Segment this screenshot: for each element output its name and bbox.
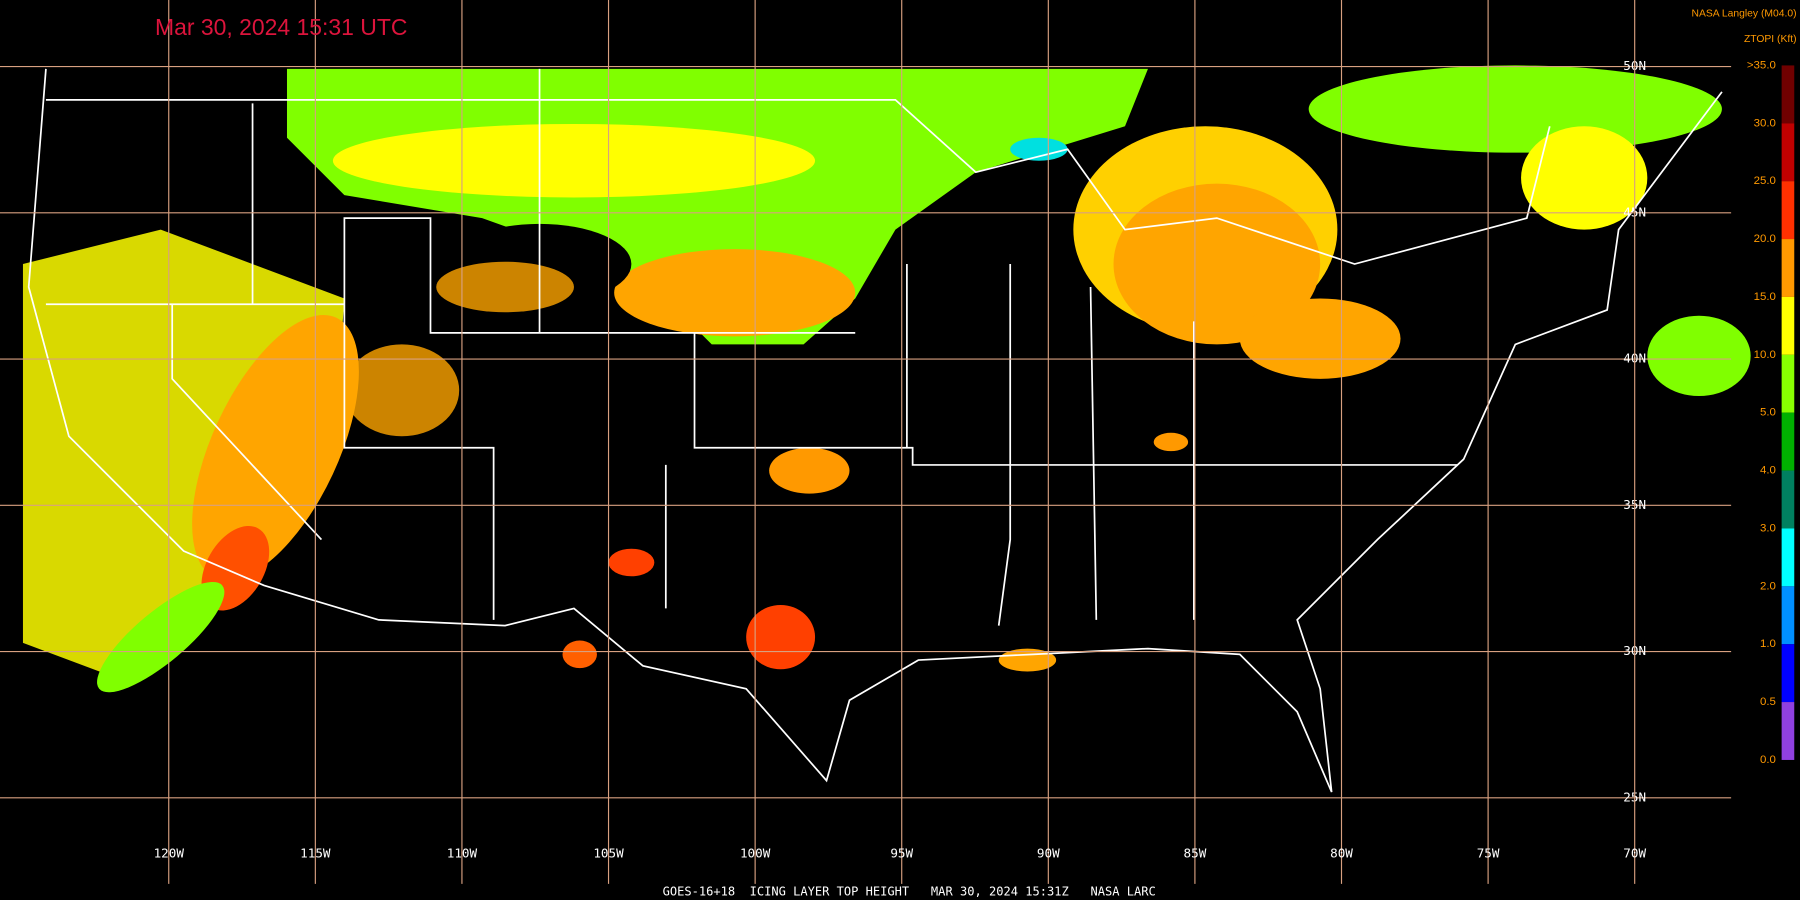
longitude-label: 70W [1623, 846, 1646, 861]
title: Mar 30, 2024 15:31 UTC [155, 14, 407, 40]
state-line [45, 68, 1458, 626]
colorbar-label: 10.0 [1754, 349, 1776, 361]
cloud-area [1521, 126, 1648, 230]
icing-field [22, 65, 1751, 693]
cloud-area [436, 261, 574, 313]
colorbar-label: 3.0 [1760, 522, 1776, 534]
colorbar-swatch [1781, 239, 1795, 297]
cloud-area [769, 447, 850, 494]
colorbar-swatch [1781, 702, 1795, 760]
source-label: NASA Langley (M04.0) [1691, 9, 1796, 20]
cloud-area [562, 640, 597, 669]
footer: GOES-16+18 ICING LAYER TOP HEIGHT MAR 30… [663, 884, 1156, 898]
colorbar-label: 2.0 [1760, 580, 1776, 592]
colorbar: >35.0 30.0 25.0 20.0 15.0 10.0 5.0 4.0 3.0 2.0 1.0… [1747, 59, 1795, 766]
colorbar-swatch [1781, 586, 1795, 645]
colorbar-swatch [1781, 354, 1795, 413]
colorbar-swatch [1781, 181, 1795, 240]
cloud-area [746, 604, 816, 670]
boundaries [27, 68, 1723, 793]
longitude-label: 120W [154, 846, 185, 861]
cloud-area [1153, 432, 1189, 452]
cloud-area [332, 123, 816, 198]
colorbar-label: 25.0 [1754, 175, 1776, 187]
longitude-label: 80W [1330, 846, 1353, 861]
colorbar-label: 20.0 [1754, 233, 1776, 245]
colorbar-label: >35.0 [1747, 59, 1776, 71]
colorbar-label: 0.0 [1760, 754, 1776, 766]
longitude-label: 100W [740, 846, 771, 861]
cloud-area [22, 229, 345, 678]
colorbar-swatch [1781, 412, 1795, 471]
cloud-area [344, 344, 460, 437]
cloud-area [97, 581, 225, 693]
longitude-label: 75W [1477, 846, 1500, 861]
colorbar-swatch [1781, 296, 1795, 355]
coastline [27, 68, 1723, 793]
colorbar-label: 15.0 [1754, 291, 1776, 303]
colorbar-swatch [1781, 65, 1795, 124]
border [45, 99, 1551, 265]
cloud-area [1010, 137, 1068, 161]
product-label: ZTOPI (Kft) [1744, 34, 1797, 45]
colorbar-swatch [1781, 470, 1795, 529]
cloud-area [608, 548, 655, 577]
longitude-label: 105W [593, 846, 624, 861]
colorbar-swatch [1781, 644, 1795, 703]
longitude-label: 95W [890, 846, 913, 861]
longitude-label: 115W [300, 846, 331, 861]
cloud-area [1647, 315, 1751, 397]
cloud-area [614, 249, 856, 337]
colorbar-label: 30.0 [1754, 117, 1776, 129]
longitude-label: 85W [1184, 846, 1207, 861]
colorbar-swatch [1781, 123, 1795, 182]
longitude-label: 90W [1037, 846, 1060, 861]
colorbar-label: 1.0 [1760, 638, 1776, 650]
colorbar-label: 4.0 [1760, 465, 1776, 477]
colorbar-label: 5.0 [1760, 407, 1776, 419]
cloud-area [1239, 298, 1401, 379]
cloud-area [1308, 65, 1722, 153]
colorbar-label: 0.5 [1760, 696, 1776, 708]
colorbar-swatch [1781, 528, 1795, 587]
cloud-area [192, 314, 359, 581]
longitude-label: 110W [447, 846, 478, 861]
